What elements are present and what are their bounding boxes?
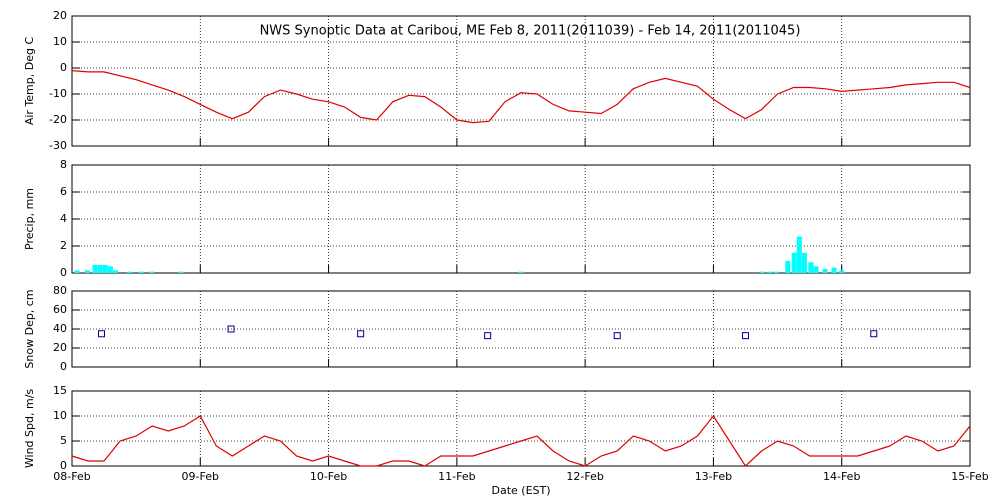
bar	[148, 271, 154, 273]
bar	[518, 271, 524, 273]
y-axis-label: Air Temp, Deg C	[23, 37, 36, 126]
x-tick-label: 08-Feb	[53, 470, 90, 483]
bar	[127, 271, 133, 273]
y-tick-label: 5	[60, 434, 67, 447]
y-tick-label: 2	[60, 239, 67, 252]
bar	[808, 262, 814, 273]
point	[613, 332, 621, 340]
y-tick-label: 80	[53, 284, 67, 297]
y-tick-label: 60	[53, 303, 67, 316]
bar	[785, 260, 791, 273]
y-tick-label: 0	[60, 360, 67, 373]
point	[357, 330, 365, 338]
point	[742, 332, 749, 340]
bar	[74, 270, 80, 273]
y-tick-label: 4	[60, 212, 67, 225]
x-tick-label: 13-Feb	[695, 470, 732, 483]
x-tick-label: 11-Feb	[438, 470, 475, 483]
series-line	[71, 70, 971, 124]
chart-title: NWS Synoptic Data at Caribou, ME Feb 8, …	[260, 24, 801, 39]
bar	[822, 268, 828, 273]
bar	[801, 252, 807, 273]
y-tick-label: 0	[60, 61, 67, 74]
bar	[92, 264, 98, 273]
bar	[791, 252, 797, 273]
y-tick-label: 6	[60, 185, 67, 198]
x-tick-label: 10-Feb	[310, 470, 347, 483]
bar	[102, 264, 108, 273]
plot-frame	[71, 290, 971, 368]
y-tick-label: 8	[60, 158, 67, 171]
y-tick-label: 20	[53, 9, 67, 22]
y-tick-label: 15	[53, 384, 67, 397]
bar	[113, 270, 119, 273]
point	[98, 330, 106, 338]
point	[870, 330, 878, 338]
x-tick-label: 14-Feb	[823, 470, 860, 483]
point	[484, 332, 492, 340]
y-tick-label: 10	[53, 409, 67, 422]
point	[227, 325, 235, 333]
plot-frame	[71, 15, 971, 147]
plot-frame	[71, 390, 971, 467]
x-axis-label: Date (EST)	[491, 484, 550, 497]
y-tick-label: 0	[60, 266, 67, 279]
bar	[796, 236, 802, 273]
plot-frame	[71, 164, 971, 274]
y-axis-label: Snow Dep, cm	[23, 289, 36, 368]
y-tick-label: 0	[60, 459, 67, 472]
y-tick-label: -10	[49, 87, 67, 100]
x-tick-label: 12-Feb	[566, 470, 603, 483]
y-tick-label: 40	[53, 322, 67, 335]
bar	[831, 267, 837, 273]
bar	[813, 266, 819, 273]
y-tick-label: 10	[53, 35, 67, 48]
x-tick-label: 15-Feb	[951, 470, 988, 483]
y-tick-label: 20	[53, 341, 67, 354]
bar	[839, 270, 845, 273]
bar	[767, 271, 773, 273]
bar	[759, 271, 765, 273]
y-tick-label: -30	[49, 139, 67, 152]
bar	[773, 271, 779, 273]
bar	[107, 266, 113, 273]
y-axis-label: Precip, mm	[23, 188, 36, 250]
series-line	[71, 414, 971, 467]
bar	[178, 271, 184, 273]
y-tick-label: -20	[49, 113, 67, 126]
bar	[138, 271, 144, 273]
x-tick-label: 09-Feb	[182, 470, 219, 483]
bar	[84, 270, 90, 273]
bar	[97, 264, 103, 273]
y-axis-label: Wind Spd, m/s	[23, 389, 36, 469]
